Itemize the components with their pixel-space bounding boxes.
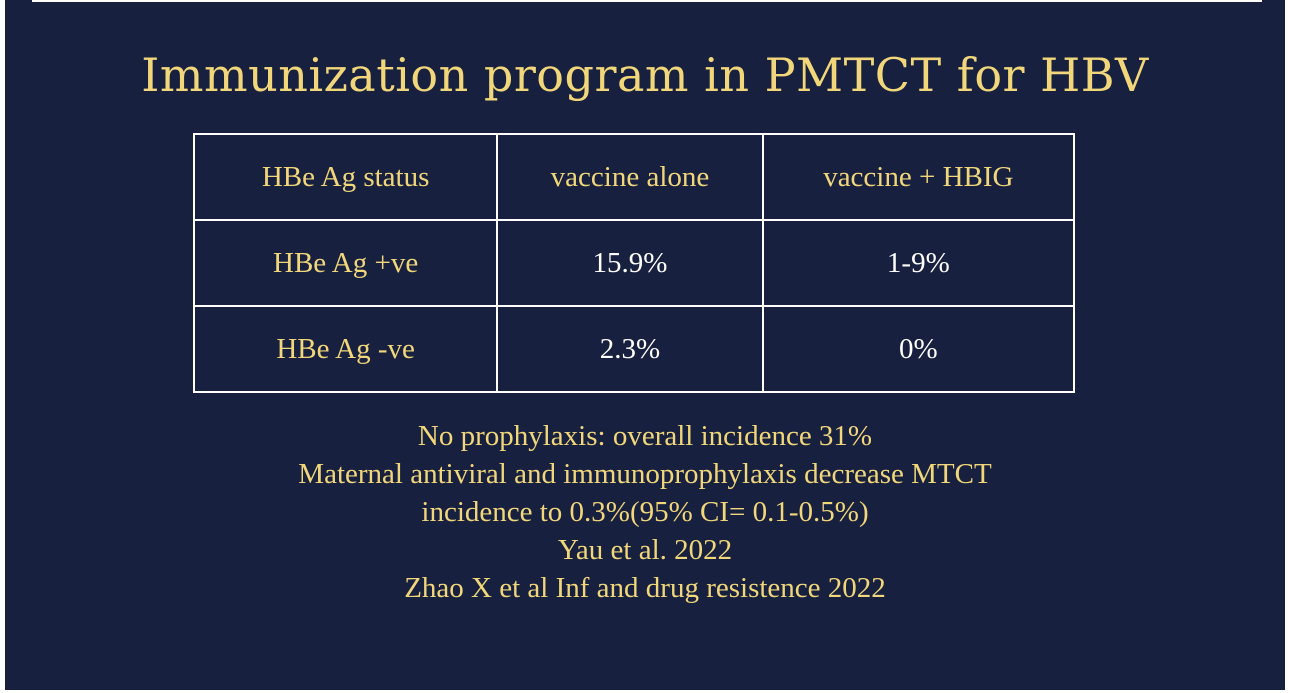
table-cell: 2.3% <box>496 305 764 393</box>
header-cell-vaccine-hbig: vaccine + HBIG <box>761 133 1076 221</box>
table-cell: 15.9% <box>496 219 764 307</box>
top-border-line <box>32 0 1262 2</box>
note-maternal-antiviral: Maternal antiviral and immunoprophylaxis… <box>298 458 992 490</box>
note-no-prophylaxis: No prophylaxis: overall incidence 31% <box>417 420 873 452</box>
header-cell-status: HBe Ag status <box>192 133 499 221</box>
row-label-negative: HBe Ag -ve <box>192 305 499 393</box>
notes-block: No prophylaxis: overall incidence 31% Ma… <box>5 417 1285 607</box>
table-row: HBe Ag +ve 15.9% 1-9% <box>192 219 1076 307</box>
header-cell-vaccine-alone: vaccine alone <box>496 133 764 221</box>
row-label-positive: HBe Ag +ve <box>192 219 499 307</box>
slide-title: Immunization program in PMTCT for HBV <box>141 48 1149 102</box>
citation-yau: Yau et al. 2022 <box>557 534 733 566</box>
slide: Immunization program in PMTCT for HBV HB… <box>5 0 1285 690</box>
table-header-row: HBe Ag status vaccine alone vaccine + HB… <box>192 133 1076 221</box>
table-cell: 1-9% <box>761 219 1076 307</box>
table-row: HBe Ag -ve 2.3% 0% <box>192 305 1076 393</box>
table-cell: 0% <box>761 305 1076 393</box>
citation-zhao: Zhao X et al Inf and drug resistence 202… <box>404 572 886 604</box>
note-incidence: incidence to 0.3%(95% CI= 0.1-0.5%) <box>421 496 869 528</box>
incidence-table: HBe Ag status vaccine alone vaccine + HB… <box>192 133 1076 393</box>
